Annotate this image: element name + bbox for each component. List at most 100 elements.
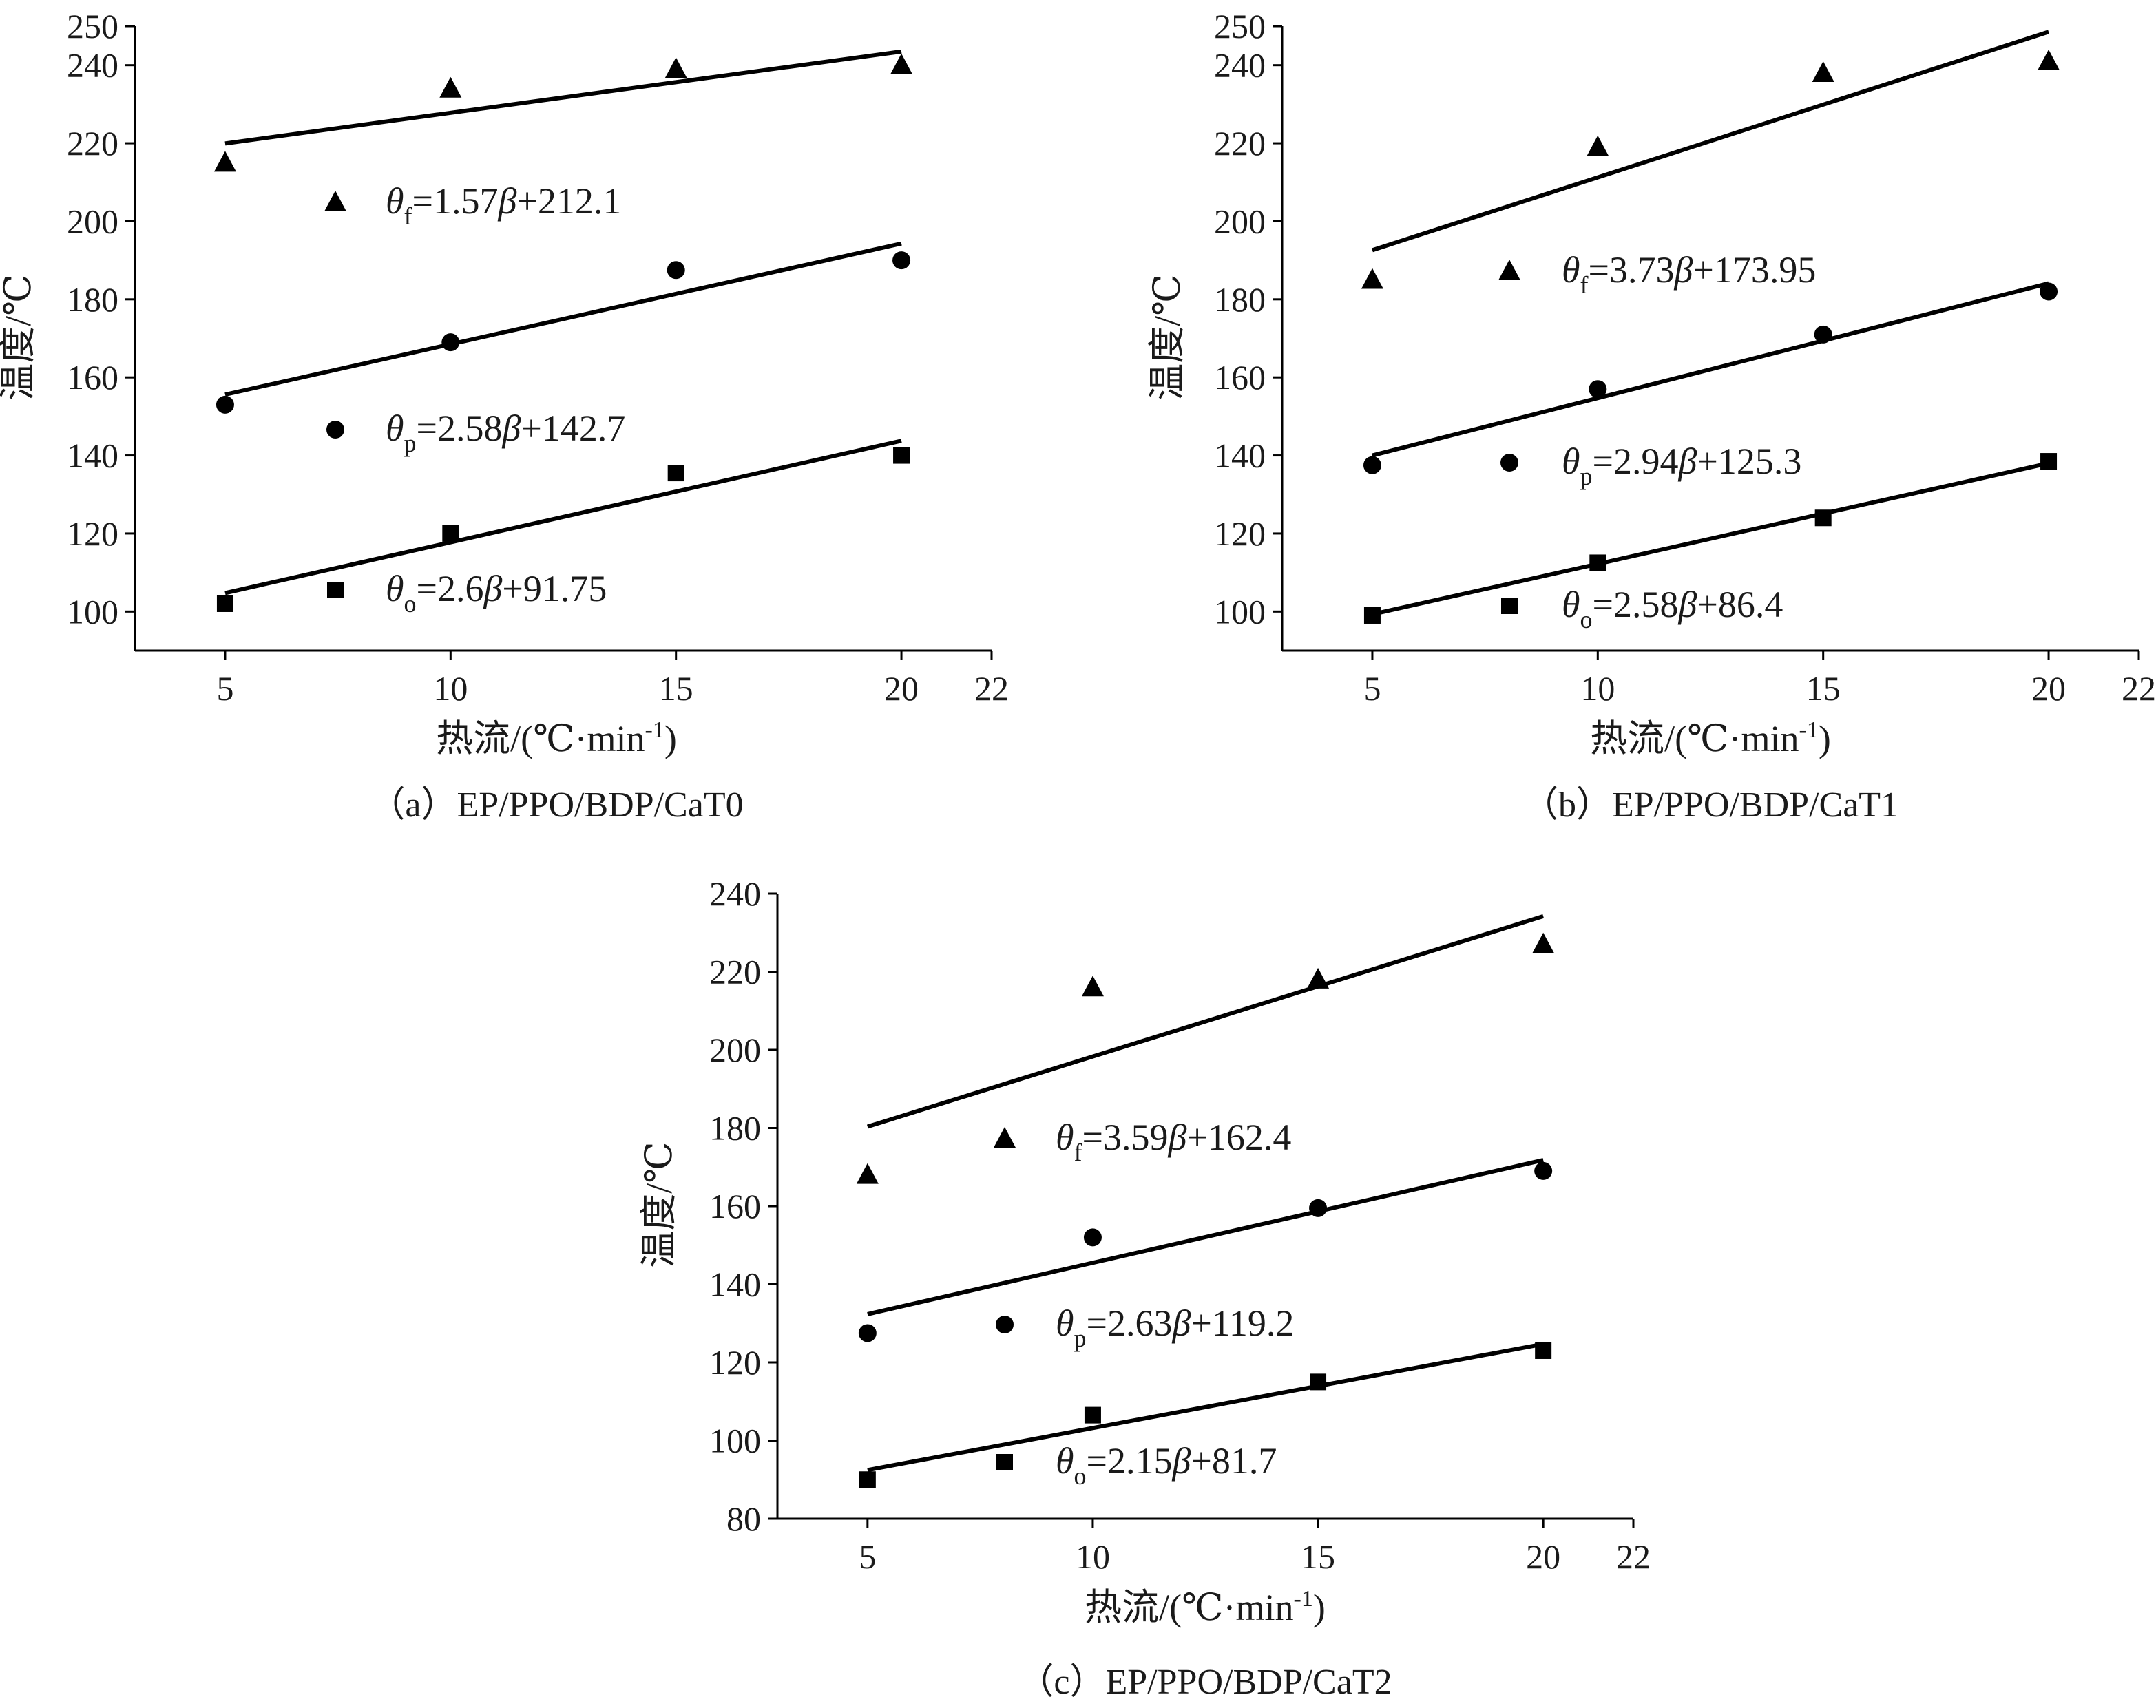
x-axis-title-end: ) (1313, 1587, 1326, 1628)
fit-line (224, 49, 902, 146)
fit-line (1372, 461, 2049, 617)
legend-marker-circle (996, 1316, 1014, 1333)
y-tick-label: 180 (67, 280, 118, 319)
fit-line (224, 241, 902, 397)
equation-subscript: o (1580, 606, 1593, 633)
equation-beta: β (1674, 249, 1693, 291)
data-point-circle (1534, 1161, 1553, 1180)
equation-intercept: +173.95 (1693, 249, 1816, 291)
x-tick-label: 15 (1301, 1537, 1335, 1576)
data-point-triangle (1081, 976, 1104, 997)
x-axis-title-end: ) (1819, 718, 1831, 759)
equation-beta: β (1678, 441, 1697, 482)
fit-line (866, 914, 1545, 1129)
equation-slope: =2.58 (417, 408, 503, 449)
equation-subscript: p (1580, 463, 1593, 490)
y-tick-label: 100 (67, 592, 118, 631)
equation-symbol: θ (1056, 1117, 1074, 1158)
y-tick-label: 200 (1214, 202, 1266, 240)
equation-slope: =3.73 (1589, 249, 1675, 291)
data-point-triangle (1587, 135, 1609, 156)
data-point-triangle (1307, 967, 1330, 989)
y-axis-title: 温度/℃ (0, 274, 39, 400)
x-tick-label: 22 (2122, 669, 2156, 708)
equation-slope: =2.6 (417, 568, 484, 609)
equation-slope: =2.94 (1593, 441, 1679, 482)
equation-symbol: θ (386, 568, 404, 609)
equation-intercept: +125.3 (1697, 441, 1801, 482)
y-tick-label: 100 (1214, 592, 1266, 631)
equation-symbol: θ (1056, 1440, 1074, 1482)
x-axis-title: 热流/(℃·min-1) (1590, 717, 1831, 759)
data-point-square (1310, 1373, 1327, 1391)
series-circle: θp=2.58β+142.7 (216, 241, 911, 457)
y-axis-title: 温度/℃ (1147, 274, 1188, 400)
y-axis-title: 温度/℃ (638, 1141, 680, 1267)
equation-intercept: +91.75 (502, 568, 607, 609)
data-point-circle (1363, 456, 1381, 474)
equation-symbol: θ (1056, 1303, 1074, 1344)
y-tick-label: 160 (709, 1187, 761, 1225)
equation-subscript: o (404, 590, 417, 618)
y-tick-label: 140 (67, 436, 118, 475)
legend-marker-circle (1500, 454, 1518, 472)
fit-equation: θo=2.58β+86.4 (1562, 584, 1783, 633)
series-square: θo=2.58β+86.4 (1363, 453, 2058, 633)
data-point-triangle (890, 53, 913, 74)
x-axis-title-sup: -1 (1294, 1586, 1313, 1612)
fit-equation: θp=2.94β+125.3 (1562, 441, 1801, 490)
x-axis-title-main: 热流/(℃·min (1590, 718, 1799, 759)
series-circle: θp=2.63β+119.2 (858, 1158, 1553, 1352)
equation-slope: =1.57 (412, 180, 499, 222)
data-point-square (893, 447, 910, 464)
equation-beta: β (1168, 1117, 1187, 1158)
equation-subscript: f (1074, 1139, 1082, 1166)
data-point-triangle (1532, 932, 1555, 953)
fit-line (1372, 281, 2049, 458)
fit-line (867, 1342, 1544, 1473)
equation-intercept: +162.4 (1186, 1117, 1291, 1158)
x-axis-title: 热流/(℃·min-1) (1085, 1586, 1326, 1628)
x-tick-label: 15 (1806, 669, 1841, 708)
data-point-circle (667, 261, 685, 280)
data-point-triangle (213, 151, 236, 172)
y-tick-label: 160 (67, 358, 118, 397)
y-tick-label: 220 (1214, 124, 1266, 162)
y-tick-label: 120 (67, 514, 118, 553)
equation-intercept: +119.2 (1191, 1303, 1294, 1344)
x-tick-label: 5 (859, 1537, 876, 1576)
equation-symbol: θ (386, 408, 404, 449)
y-tick-label: 180 (709, 1109, 761, 1148)
fit-equation: θp=2.63β+119.2 (1056, 1303, 1294, 1352)
equation-intercept: +212.1 (516, 180, 621, 222)
y-tick-label: 200 (709, 1031, 761, 1069)
data-point-square (216, 595, 233, 612)
equation-symbol: θ (1562, 584, 1580, 625)
fit-line (1372, 30, 2049, 253)
data-point-triangle (1812, 61, 1834, 83)
fit-equation: θo=2.6β+91.75 (386, 568, 607, 618)
series-triangle: θf=1.57β+212.1 (213, 49, 913, 230)
series-square: θo=2.6β+91.75 (216, 439, 910, 618)
x-axis-title-sup: -1 (1799, 717, 1819, 743)
data-point-circle (1083, 1228, 1102, 1247)
equation-beta: β (483, 568, 503, 609)
figure-caption: （a）EP/PPO/BDP/CaT0 (369, 786, 743, 825)
equation-symbol: θ (1562, 441, 1580, 482)
x-axis-title: 热流/(℃·min-1) (436, 717, 677, 759)
y-tick-label: 200 (67, 202, 118, 240)
equation-beta: β (1678, 584, 1697, 625)
x-axis-title-main: 热流/(℃·min (436, 718, 645, 759)
equation-beta: β (1172, 1303, 1191, 1344)
x-tick-label: 20 (1526, 1537, 1560, 1576)
equation-beta: β (498, 180, 517, 222)
data-point-circle (1814, 325, 1832, 344)
x-tick-label: 10 (1580, 669, 1615, 708)
equation-intercept: +81.7 (1191, 1440, 1277, 1482)
series-circle: θp=2.94β+125.3 (1363, 281, 2058, 490)
data-point-triangle (856, 1163, 879, 1184)
y-tick-label: 220 (709, 953, 761, 991)
